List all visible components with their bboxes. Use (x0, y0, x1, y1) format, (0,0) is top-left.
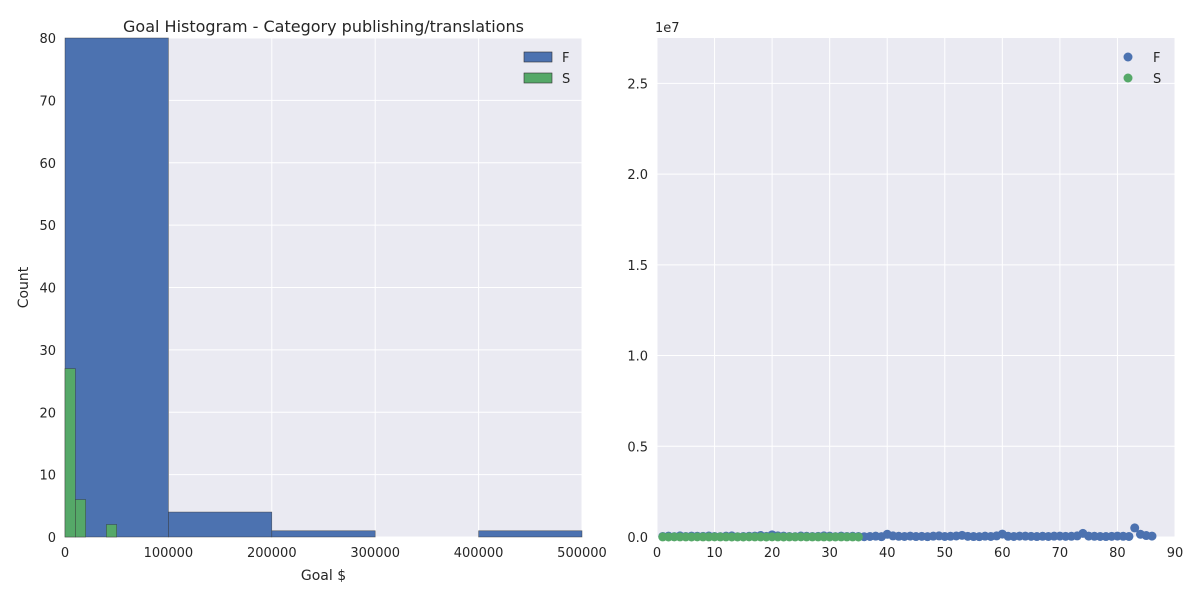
histogram-bar-F (64, 37, 169, 538)
legend: FS (1123, 51, 1161, 87)
x-tick-label: 300000 (350, 546, 400, 561)
x-tick-label: 30 (821, 546, 838, 561)
legend-label-S: S (562, 72, 570, 87)
y-tick-label: 0 (48, 531, 56, 546)
y-tick-label: 1.0 (627, 350, 648, 365)
y-tick-label: 70 (39, 94, 56, 109)
y-tick-label: 20 (39, 406, 56, 421)
x-tick-label: 0 (61, 546, 69, 561)
histogram-bar-S (106, 524, 118, 538)
y-tick-label: 80 (39, 32, 56, 47)
x-tick-label: 20 (764, 546, 781, 561)
scatter-point-F (1147, 531, 1157, 541)
x-tick-label: 50 (937, 546, 954, 561)
x-tick-label: 10 (706, 546, 723, 561)
x-tick-label: 80 (1109, 546, 1126, 561)
legend-swatch-S (523, 72, 553, 84)
legend: FS (523, 51, 570, 87)
legend-label-F: F (562, 51, 569, 66)
x-tick-label: 200000 (247, 546, 297, 561)
y-tick-label: 60 (39, 157, 56, 172)
scatter-point-F (1130, 523, 1140, 533)
x-tick-label: 500000 (557, 546, 607, 561)
x-tick-label: 90 (1167, 546, 1184, 561)
x-tick-label: 100000 (144, 546, 194, 561)
histogram-chart: 0 100000 200000 300000 400000 500000 0 10 20 30 40… (16, 17, 607, 584)
x-tick-label: 0 (653, 546, 661, 561)
y-tick-label: 30 (39, 344, 56, 359)
x-tick-label: 40 (879, 546, 896, 561)
scatter-chart: 0 10 20 30 40 50 60 70 80 90 0.0 0.5 1.0 1.5 2.0 2.5 1e7… (627, 21, 1183, 561)
y-tick-label: 2.0 (627, 168, 648, 183)
legend-swatch-F (523, 51, 553, 63)
legend-label-F: F (1153, 51, 1160, 66)
histogram-bar-F (478, 530, 583, 538)
y-tick-label: 40 (39, 282, 56, 297)
scatter-point-F (1124, 531, 1134, 541)
histogram-bar-F (271, 530, 376, 538)
legend-marker-S (1123, 73, 1133, 83)
legend-label-S: S (1153, 72, 1161, 87)
chart-title: Goal Histogram - Category publishing/tra… (123, 17, 524, 36)
scatter-points (658, 523, 1157, 542)
histogram-bar-S (64, 368, 76, 538)
x-tick-label: 60 (994, 546, 1011, 561)
y-tick-label: 10 (39, 469, 56, 484)
y-tick-label: 0.5 (627, 440, 648, 455)
y-tick-label: 0.0 (627, 531, 648, 546)
y-axis-label: Count (16, 266, 32, 308)
x-tick-label: 400000 (454, 546, 504, 561)
histogram-bar-F (168, 511, 273, 538)
y-offset-label: 1e7 (655, 21, 680, 36)
y-tick-label: 2.5 (627, 77, 648, 92)
histogram-bar-S (75, 499, 86, 538)
plot-area (657, 38, 1175, 537)
x-tick-label: 70 (1052, 546, 1069, 561)
y-tick-label: 50 (39, 219, 56, 234)
y-tick-label: 1.5 (627, 259, 648, 274)
x-axis-label: Goal $ (301, 568, 346, 584)
legend-marker-F (1123, 52, 1133, 62)
scatter-point-S (853, 532, 863, 542)
